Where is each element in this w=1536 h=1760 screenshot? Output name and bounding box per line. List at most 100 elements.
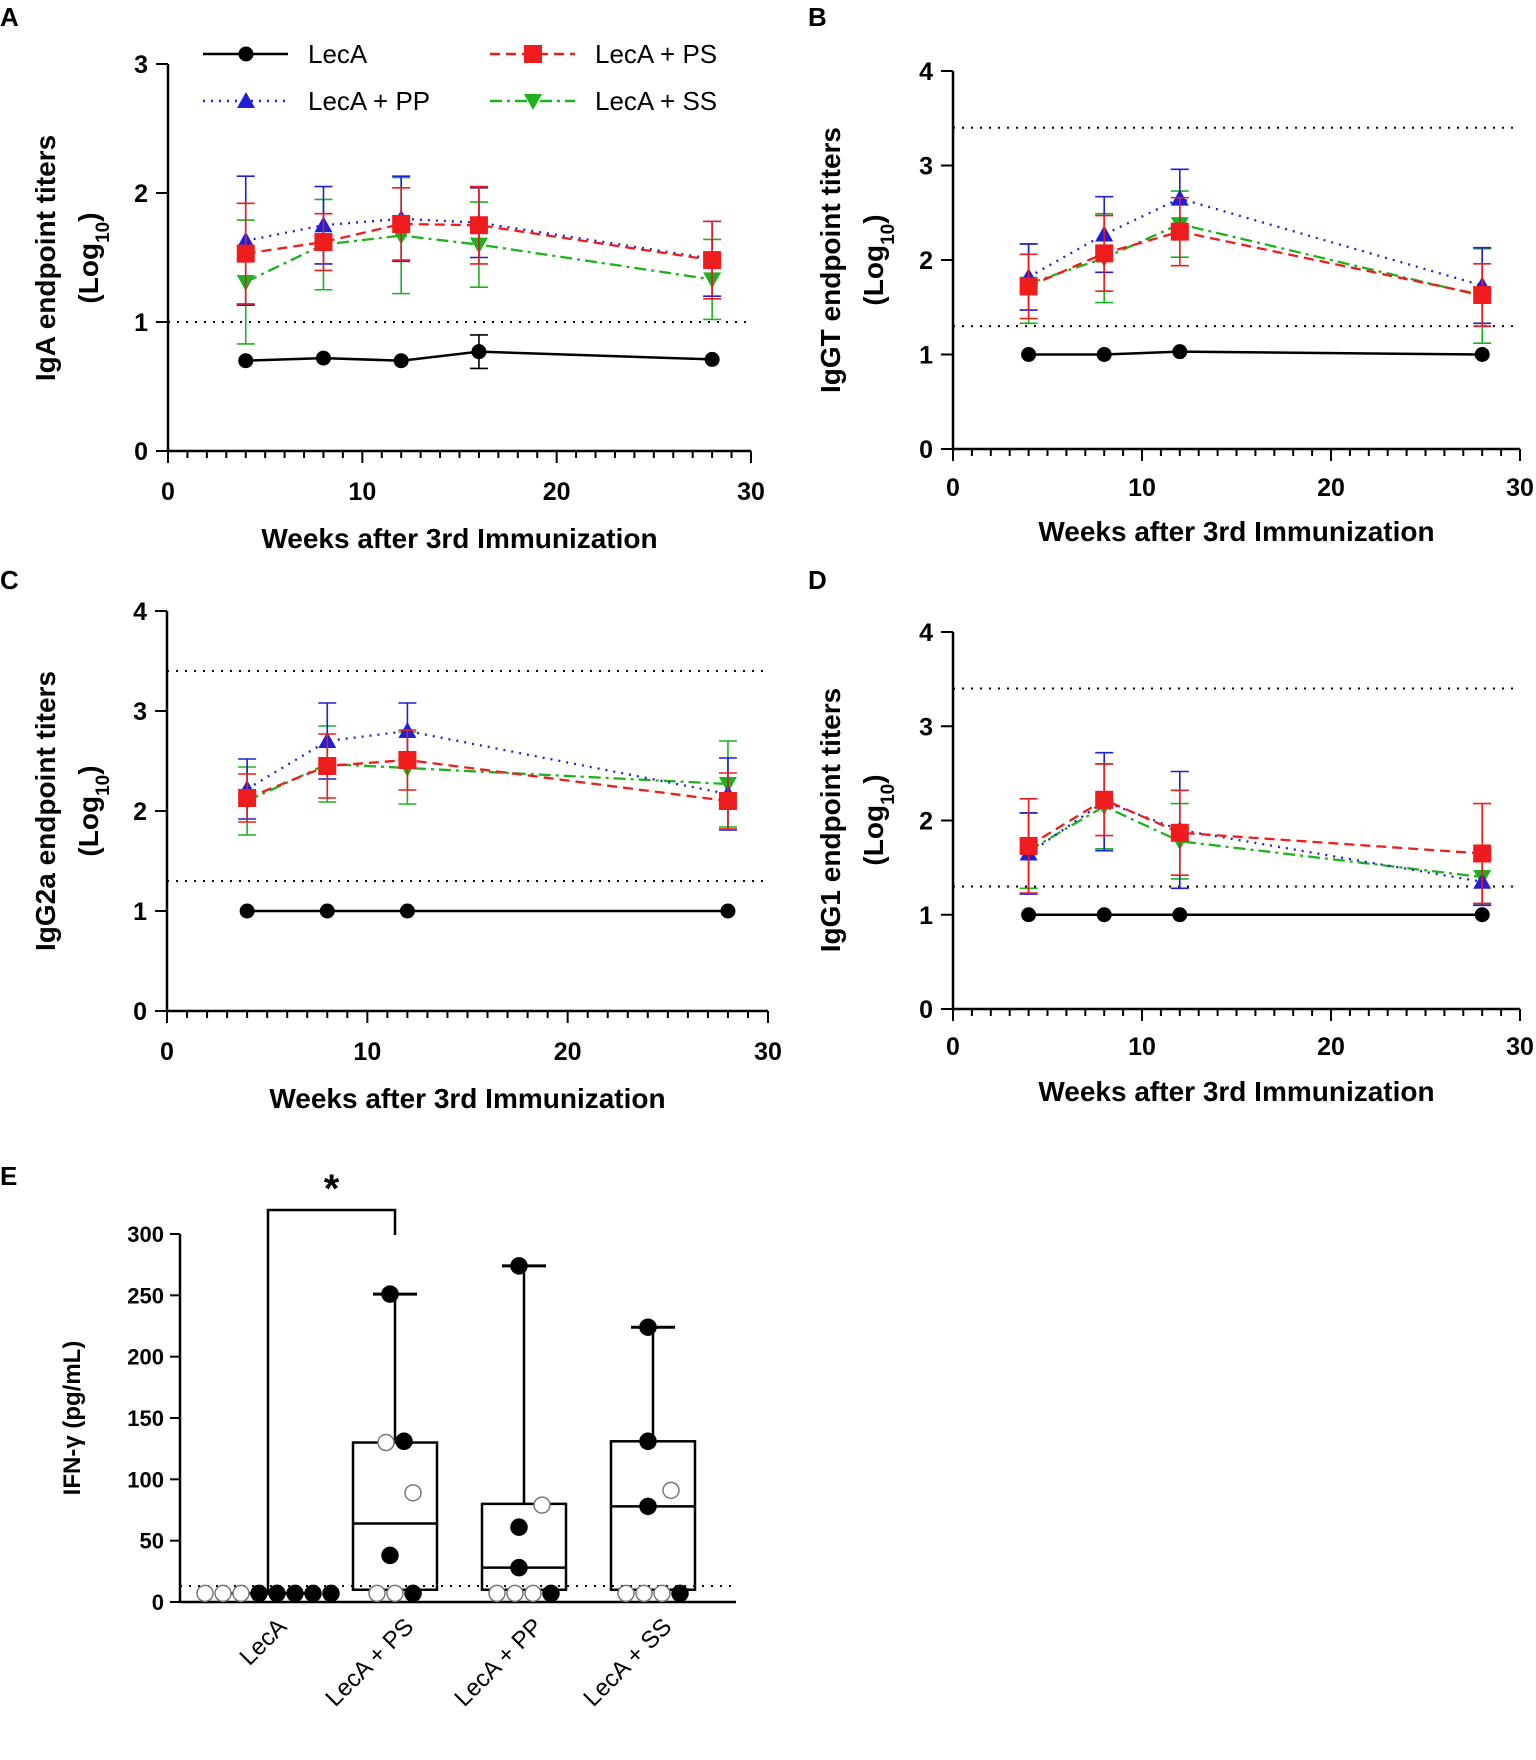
y-tick-label: 1 xyxy=(919,902,933,930)
series-line xyxy=(1028,805,1483,879)
series-line xyxy=(1028,798,1483,855)
y-axis-title: IFN-γ (pg/mL) xyxy=(59,1341,86,1496)
category-label: LecA xyxy=(234,1613,292,1671)
y-tick-label: 4 xyxy=(919,58,933,86)
legend-label: LecA + PP xyxy=(308,86,430,116)
y-tick-label: 50 xyxy=(140,1529,164,1554)
x-tick-label: 10 xyxy=(1128,474,1156,502)
unit-suffix: ) xyxy=(858,214,889,223)
series-ps xyxy=(236,185,722,305)
box xyxy=(351,1441,439,1591)
data-point xyxy=(392,214,411,233)
panel-letter: E xyxy=(0,1161,17,1191)
y-tick-label: 3 xyxy=(134,51,148,79)
series-ps xyxy=(238,729,737,830)
unit-prefix: (Log xyxy=(858,245,889,306)
data-point xyxy=(315,350,331,366)
panel-C: C 0 10 20 30 0 1 2 3 4 Weeks after 3rd Immunizatio… xyxy=(0,565,782,1114)
data-point xyxy=(238,353,254,369)
series-line xyxy=(246,758,729,803)
y-tick-label: 250 xyxy=(127,1283,164,1308)
series-ss xyxy=(1019,763,1492,905)
data-point xyxy=(239,903,255,919)
open-point xyxy=(386,1584,404,1603)
data-point xyxy=(238,789,257,807)
legend-label: LecA xyxy=(308,39,368,69)
series-ss xyxy=(1019,190,1492,344)
open-point xyxy=(232,1584,250,1603)
y-axis-title-unit: (Log10) xyxy=(73,765,114,856)
y-axis-title-unit: (Log10) xyxy=(73,212,114,303)
series-line xyxy=(1028,197,1483,287)
data-point xyxy=(1019,277,1038,296)
box xyxy=(480,1502,568,1591)
legend-marker xyxy=(237,92,255,108)
open-point xyxy=(635,1584,653,1603)
series-ps xyxy=(1019,196,1492,327)
filled-point xyxy=(510,1257,528,1275)
filled-point xyxy=(268,1584,286,1603)
legend-marker xyxy=(524,94,542,110)
data-point xyxy=(1474,347,1490,362)
data-point xyxy=(720,903,736,919)
data-point xyxy=(1095,790,1114,809)
y-tick-label: 3 xyxy=(919,153,933,181)
y-tick-label: 2 xyxy=(134,180,148,208)
x-tick-label: 20 xyxy=(543,478,571,506)
filled-point xyxy=(381,1546,399,1565)
data-point xyxy=(704,351,720,367)
x-tick-label: 10 xyxy=(1128,1033,1156,1061)
panel-letter: C xyxy=(0,565,19,595)
legend-marker xyxy=(524,45,542,63)
filled-point xyxy=(639,1318,657,1336)
significance-bracket xyxy=(266,1208,397,1593)
y-tick-label: 0 xyxy=(134,438,148,466)
box xyxy=(609,1440,697,1591)
filled-point xyxy=(381,1285,399,1303)
unit-subscript: 10 xyxy=(878,784,899,805)
open-point xyxy=(196,1584,214,1603)
open-point xyxy=(368,1584,386,1603)
y-tick-label: 100 xyxy=(127,1467,164,1492)
filled-point xyxy=(639,1497,657,1516)
data-point xyxy=(314,233,333,252)
box-group: LecA + PP xyxy=(449,1257,568,1712)
filled-point xyxy=(639,1432,657,1451)
x-tick-label: 20 xyxy=(554,1038,582,1066)
legend-item: LecA + SS xyxy=(490,86,717,116)
series-pp xyxy=(1019,168,1492,325)
series-lecA xyxy=(1021,344,1490,362)
data-point xyxy=(236,244,255,263)
x-tick-label: 30 xyxy=(1506,474,1534,502)
filled-point xyxy=(250,1584,268,1603)
x-tick-label: 0 xyxy=(160,1038,174,1066)
y-tick-label: 0 xyxy=(919,996,933,1024)
category-label: LecA + PS xyxy=(320,1613,419,1712)
y-tick-label: 3 xyxy=(919,713,933,741)
unit-suffix: ) xyxy=(73,212,104,221)
data-point xyxy=(1474,907,1490,923)
y-tick-label: 4 xyxy=(133,598,147,626)
box-group: LecA + PS xyxy=(320,1285,439,1712)
series-pp xyxy=(238,702,737,831)
unit-prefix: (Log xyxy=(73,796,104,857)
open-point xyxy=(404,1484,422,1502)
y-axis-title: IgG1 endpoint titers xyxy=(815,688,846,952)
legend-item: LecA xyxy=(203,39,368,69)
data-point xyxy=(718,792,737,810)
unit-suffix: ) xyxy=(73,765,104,774)
data-point xyxy=(399,903,415,919)
data-point xyxy=(319,903,335,919)
y-tick-label: 1 xyxy=(919,342,933,370)
x-tick-label: 20 xyxy=(1317,1033,1345,1061)
y-axis-title: IgA endpoint titers xyxy=(30,135,61,381)
y-tick-label: 3 xyxy=(133,698,147,726)
legend-item: LecA + PP xyxy=(203,86,430,116)
significance-star: * xyxy=(324,1167,340,1211)
x-axis-title: Weeks after 3rd Immunization xyxy=(1038,1076,1434,1107)
open-point xyxy=(662,1481,680,1500)
box-group: LecA + SS xyxy=(578,1318,697,1712)
x-tick-label: 10 xyxy=(348,478,376,506)
unit-subscript: 10 xyxy=(878,224,899,245)
y-tick-label: 1 xyxy=(133,898,147,926)
